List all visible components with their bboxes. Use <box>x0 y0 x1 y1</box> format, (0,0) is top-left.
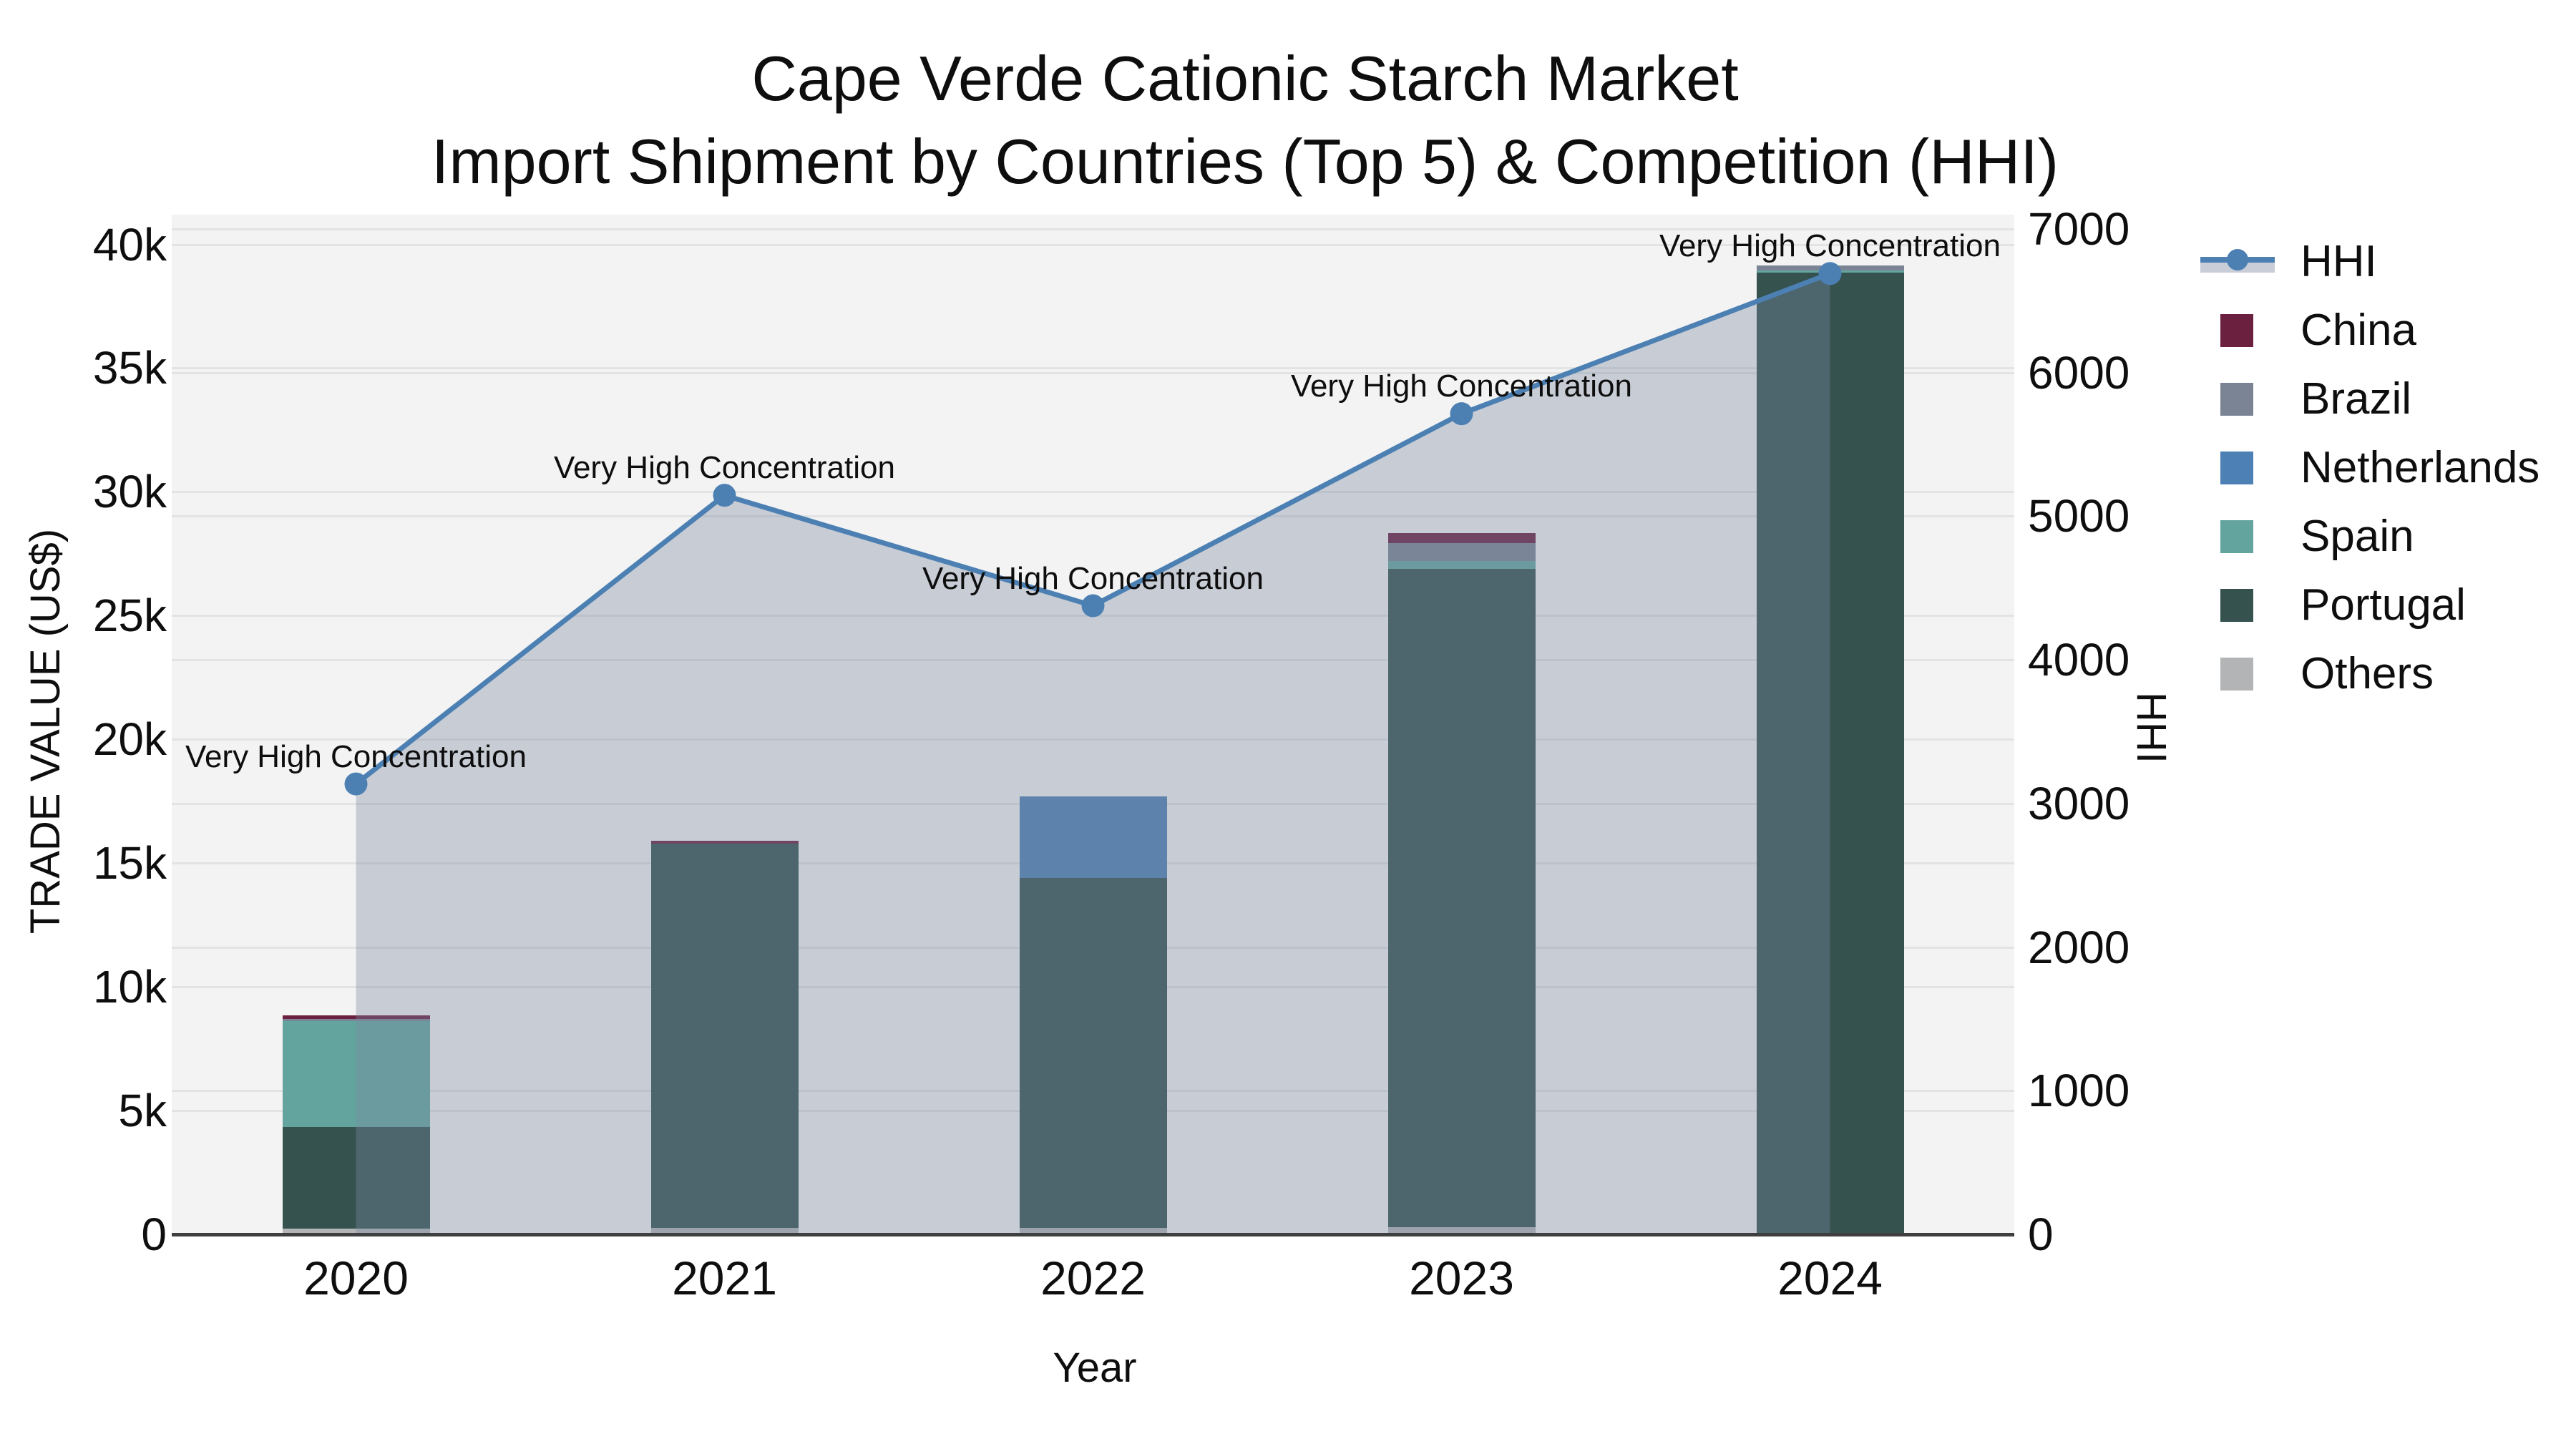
bar-others-2022 <box>1019 1228 1167 1234</box>
y-left-tick-label: 10k <box>92 961 167 1013</box>
bar-portugal-2024 <box>1756 273 1904 1234</box>
legend-label: HHI <box>2301 237 2377 286</box>
bar-china-2020 <box>282 1015 430 1020</box>
y-right-tick-label: 7000 <box>2028 203 2130 255</box>
bar-portugal-2021 <box>650 844 799 1229</box>
x-tick-label: 2022 <box>1040 1252 1146 1304</box>
y-right-tick-label: 5000 <box>2028 490 2130 542</box>
y-left-tick-label: 20k <box>92 713 167 765</box>
bar-others-2023 <box>1387 1226 1536 1234</box>
netherlands-swatch <box>2220 452 2253 484</box>
bar-spain-2023 <box>1387 560 1536 569</box>
gridline-left <box>172 244 2014 246</box>
x-tick-label: 2020 <box>303 1252 409 1304</box>
x-tick-label: 2023 <box>1409 1252 1514 1304</box>
bar-china-2023 <box>1387 533 1536 543</box>
y-left-tick-label: 0 <box>141 1209 167 1260</box>
x-tick-label: 2021 <box>672 1252 777 1304</box>
y-right-tick-label: 3000 <box>2028 778 2130 829</box>
spain-swatch <box>2220 520 2253 553</box>
y-right-tick-label: 0 <box>2028 1209 2054 1260</box>
bar-brazil-2020 <box>282 1019 430 1022</box>
annotation-2021: Very High Concentration <box>554 450 895 485</box>
others-swatch <box>2220 658 2253 691</box>
annotation-2023: Very High Concentration <box>1291 369 1632 404</box>
bar-others-2021 <box>650 1228 799 1234</box>
legend-label: Portugal <box>2301 580 2466 630</box>
gridline-left <box>172 491 2014 493</box>
gridline-right <box>172 659 2014 661</box>
y-left-tick-label: 40k <box>92 219 167 270</box>
y-axis-title-right: HHI <box>2128 692 2175 763</box>
legend-item-china[interactable]: China <box>2200 296 2572 365</box>
bar-spain-2024 <box>1756 270 1904 273</box>
annotation-2020: Very High Concentration <box>185 739 527 774</box>
x-axis-line <box>172 1233 2014 1236</box>
bar-spain-2020 <box>282 1021 430 1128</box>
y-right-tick-label: 6000 <box>2028 347 2130 399</box>
annotation-2022: Very High Concentration <box>922 561 1264 596</box>
y-left-tick-label: 25k <box>92 590 167 641</box>
portugal-swatch <box>2220 589 2253 622</box>
bar-others-2020 <box>282 1229 430 1234</box>
legend-item-brazil[interactable]: Brazil <box>2200 365 2572 434</box>
brazil-swatch <box>2220 383 2253 416</box>
hhi-legend-swatch <box>2200 249 2285 273</box>
legend-label: Netherlands <box>2301 443 2540 492</box>
bar-netherlands-2022 <box>1019 796 1167 878</box>
chart-title-line1: Cape Verde Cationic Starch Market <box>751 43 1739 114</box>
x-tick-label: 2024 <box>1777 1252 1883 1304</box>
y-left-tick-label: 35k <box>92 342 167 394</box>
bar-portugal-2022 <box>1019 877 1167 1228</box>
legend-item-netherlands[interactable]: Netherlands <box>2200 434 2572 502</box>
bar-china-2021 <box>650 841 799 844</box>
y-left-tick-label: 5k <box>118 1085 167 1136</box>
hhi-marker-swatch <box>2227 249 2248 270</box>
bar-brazil-2023 <box>1387 542 1536 561</box>
y-right-tick-label: 4000 <box>2028 634 2130 686</box>
gridline-right <box>172 515 2014 517</box>
legend-label: China <box>2301 306 2416 355</box>
china-swatch <box>2220 314 2253 347</box>
legend-item-portugal[interactable]: Portugal <box>2200 571 2572 640</box>
y-left-tick-label: 30k <box>92 466 167 517</box>
legend-label: Others <box>2301 649 2434 698</box>
legend-label: Spain <box>2301 512 2414 561</box>
bar-portugal-2020 <box>282 1127 430 1229</box>
x-axis-title: Year <box>1053 1345 1137 1391</box>
legend-item-hhi[interactable]: HHI <box>2200 228 2572 296</box>
bar-brazil-2024 <box>1756 265 1904 271</box>
legend-item-spain[interactable]: Spain <box>2200 502 2572 571</box>
gridline-right <box>172 228 2014 230</box>
y-axis-title-left: TRADE VALUE (US$) <box>22 528 69 935</box>
legend-item-others[interactable]: Others <box>2200 640 2572 708</box>
y-left-tick-label: 15k <box>92 837 167 889</box>
y-right-tick-label: 2000 <box>2028 922 2130 973</box>
legend: HHI China Brazil Netherlands Spain Portu… <box>2200 228 2572 708</box>
gridline-left <box>172 615 2014 617</box>
legend-label: Brazil <box>2301 374 2412 424</box>
y-right-tick-label: 1000 <box>2028 1065 2130 1116</box>
chart-title: Cape Verde Cationic Starch Market Import… <box>172 37 2318 203</box>
annotation-2024: Very High Concentration <box>1659 228 2001 263</box>
chart-title-line2: Import Shipment by Countries (Top 5) & C… <box>431 126 2059 197</box>
bar-portugal-2023 <box>1387 568 1536 1227</box>
